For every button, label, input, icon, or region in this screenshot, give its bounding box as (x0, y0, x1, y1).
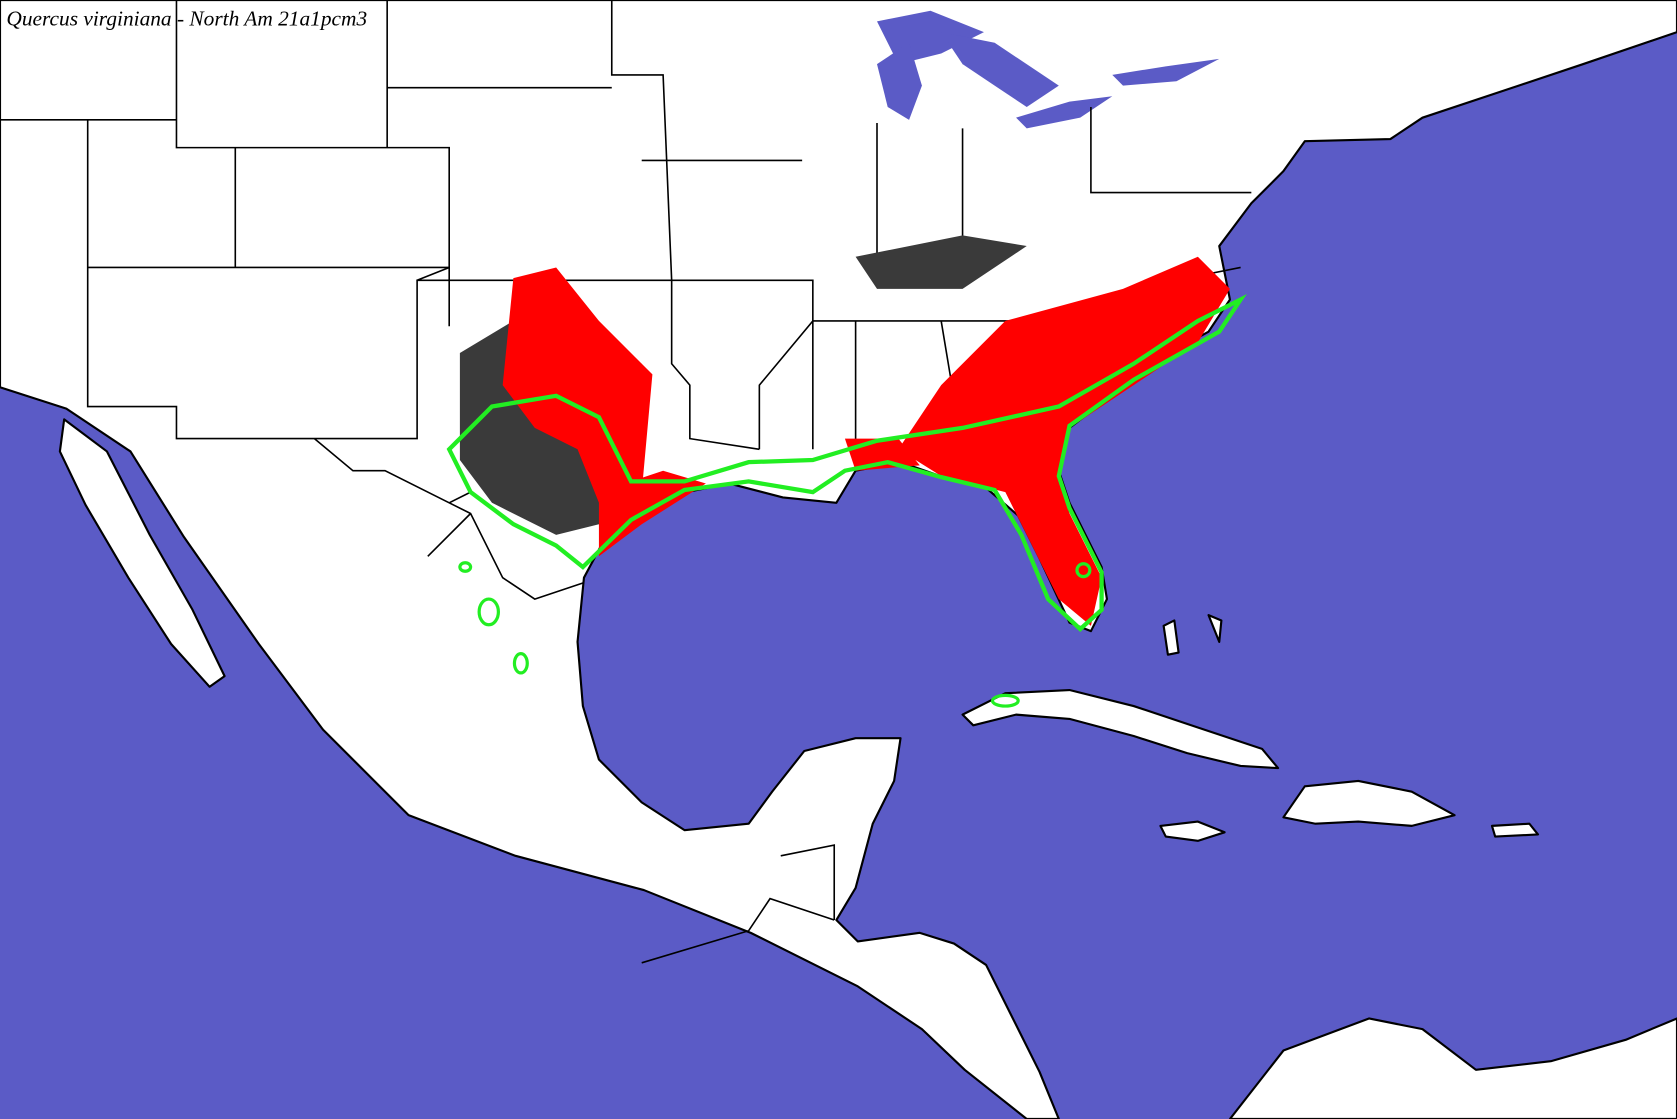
south-america (1228, 1017, 1677, 1119)
map-title: Quercus virginiana - North Am 21a1pcm3 (6, 7, 367, 31)
hispaniola (1282, 779, 1456, 827)
lake-ontario (1112, 58, 1220, 86)
lake-erie (1016, 96, 1113, 129)
native-range-outline (446, 294, 1247, 632)
puerto-rico (1490, 822, 1540, 838)
disjunct-range-outlines (458, 561, 1092, 708)
model-red-area (502, 256, 1230, 626)
lake-huron (941, 32, 1059, 107)
cuba (961, 688, 1280, 770)
bahamas (1162, 614, 1223, 656)
baja-california (58, 418, 226, 688)
lake-michigan (877, 42, 922, 120)
jamaica (1159, 820, 1226, 842)
